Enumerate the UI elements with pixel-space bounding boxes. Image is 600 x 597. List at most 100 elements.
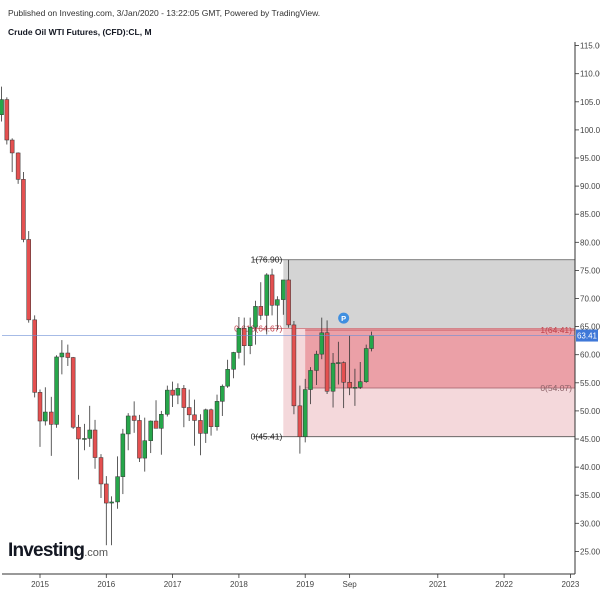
- candle-body: [241, 328, 247, 346]
- candle-body: [142, 440, 148, 459]
- y-tick-label: 25.00: [580, 547, 600, 556]
- candle-body: [120, 433, 126, 477]
- y-tick-label: 85.00: [580, 210, 600, 219]
- y-tick-label: 30.00: [580, 519, 600, 528]
- published-caption: Published on Investing.com, 3/Jan/2020 -…: [8, 8, 321, 18]
- candle-body: [336, 362, 341, 364]
- candle-body: [319, 332, 325, 355]
- x-tick-label: 2017: [164, 580, 182, 589]
- candle-body: [314, 353, 319, 371]
- candle-body: [148, 420, 153, 441]
- candle-body: [203, 409, 208, 434]
- candle-body: [198, 420, 203, 434]
- candle-body: [181, 388, 187, 408]
- candle-body: [220, 385, 225, 402]
- candle-body: [253, 306, 258, 328]
- candle-body: [192, 414, 197, 421]
- symbol-title: Crude Oil WTI Futures, (CFD):CL, M: [8, 27, 152, 37]
- y-tick-label: 65.00: [580, 323, 600, 332]
- y-tick-label: 75.00: [580, 266, 600, 275]
- y-tick-label: 115.00: [580, 42, 600, 51]
- candle-body: [9, 139, 15, 154]
- fib-level-label: 0.618(64.67): [234, 323, 282, 333]
- candle-body: [76, 426, 81, 440]
- candle-body: [258, 306, 264, 316]
- candle-body: [49, 411, 54, 425]
- candle-body: [347, 381, 352, 389]
- candle-body: [98, 457, 104, 485]
- y-tick-label: 100.00: [580, 126, 600, 135]
- candle-body: [59, 352, 65, 358]
- candle-body: [131, 415, 137, 421]
- candle-body: [302, 389, 308, 438]
- y-tick-label: 80.00: [580, 238, 600, 247]
- time-axis[interactable]: 2015 2016 2017 2018 2019 Sep 2021 2022 2023: [31, 574, 580, 589]
- candle-body: [125, 415, 131, 435]
- candle-body: [109, 501, 114, 504]
- y-tick-label: 105.00: [580, 98, 600, 107]
- candle-body: [104, 483, 109, 504]
- candle-body: [43, 411, 48, 422]
- candlestick-series: [0, 86, 374, 546]
- candle-body: [330, 362, 336, 392]
- x-tick-label: 2019: [296, 580, 314, 589]
- candle-body: [324, 332, 330, 392]
- candle-body: [275, 299, 280, 306]
- candle-body: [308, 370, 313, 390]
- candle-body: [32, 319, 37, 393]
- candle-body: [297, 405, 303, 438]
- candle-body: [175, 388, 181, 396]
- y-tick-label: 55.00: [580, 379, 600, 388]
- candle-body: [65, 352, 71, 358]
- candle-body: [214, 401, 220, 427]
- candle-body: [21, 179, 26, 240]
- candle-body: [0, 99, 4, 115]
- candle-body: [15, 152, 21, 180]
- last-price-label: 63.41: [577, 332, 598, 341]
- candle-body: [264, 274, 269, 316]
- candle-body: [115, 476, 120, 503]
- projection-level-label: 0(54.07): [540, 383, 572, 393]
- fib-zone-upper: [283, 259, 575, 329]
- fib-retracement-tool[interactable]: 1(76.90) 0.618(64.67) 0(45.41) 1(64.41) 0(54…: [234, 255, 575, 442]
- x-tick-label: Sep: [343, 580, 358, 589]
- candle-body: [37, 392, 43, 422]
- x-tick-label: 2018: [230, 580, 248, 589]
- fib-level-label: 1(76.90): [251, 255, 283, 265]
- candle-body: [225, 369, 230, 387]
- projection-zone: [305, 329, 575, 389]
- event-marker-label: P: [341, 314, 346, 323]
- y-tick-label: 40.00: [580, 463, 600, 472]
- y-tick-label: 60.00: [580, 351, 600, 360]
- candle-body: [236, 328, 242, 353]
- candle-body: [369, 335, 374, 349]
- candle-body: [231, 352, 236, 370]
- candle-body: [208, 409, 214, 427]
- y-tick-label: 45.00: [580, 435, 600, 444]
- chart-overlays: P: [2, 312, 575, 336]
- x-tick-label: 2023: [562, 580, 580, 589]
- chart-grid: [2, 42, 576, 575]
- candle-body: [186, 407, 192, 416]
- candle-body: [170, 389, 175, 396]
- candle-body: [352, 387, 358, 389]
- y-tick-label: 95.00: [580, 154, 600, 163]
- last-price-badge: [576, 329, 598, 342]
- investing-logo: Investing.com: [8, 540, 109, 561]
- candle-body: [137, 420, 142, 459]
- candle-body: [82, 438, 87, 440]
- y-tick-label: 70.00: [580, 295, 600, 304]
- candle-body: [165, 389, 170, 415]
- candle-body: [4, 99, 10, 141]
- x-tick-label: 2021: [429, 580, 447, 589]
- candle-body: [153, 420, 159, 429]
- candle-body: [286, 279, 291, 326]
- y-tick-label: 50.00: [580, 407, 600, 416]
- candle-body: [92, 429, 98, 458]
- price-axis[interactable]: 63.41 115.00 110.00 105.00 100.00 95.00 90.00 8…: [575, 42, 600, 557]
- x-tick-label: 2016: [97, 580, 115, 589]
- y-tick-label: 110.00: [580, 70, 600, 79]
- candle-body: [341, 362, 346, 383]
- event-marker: [338, 312, 350, 324]
